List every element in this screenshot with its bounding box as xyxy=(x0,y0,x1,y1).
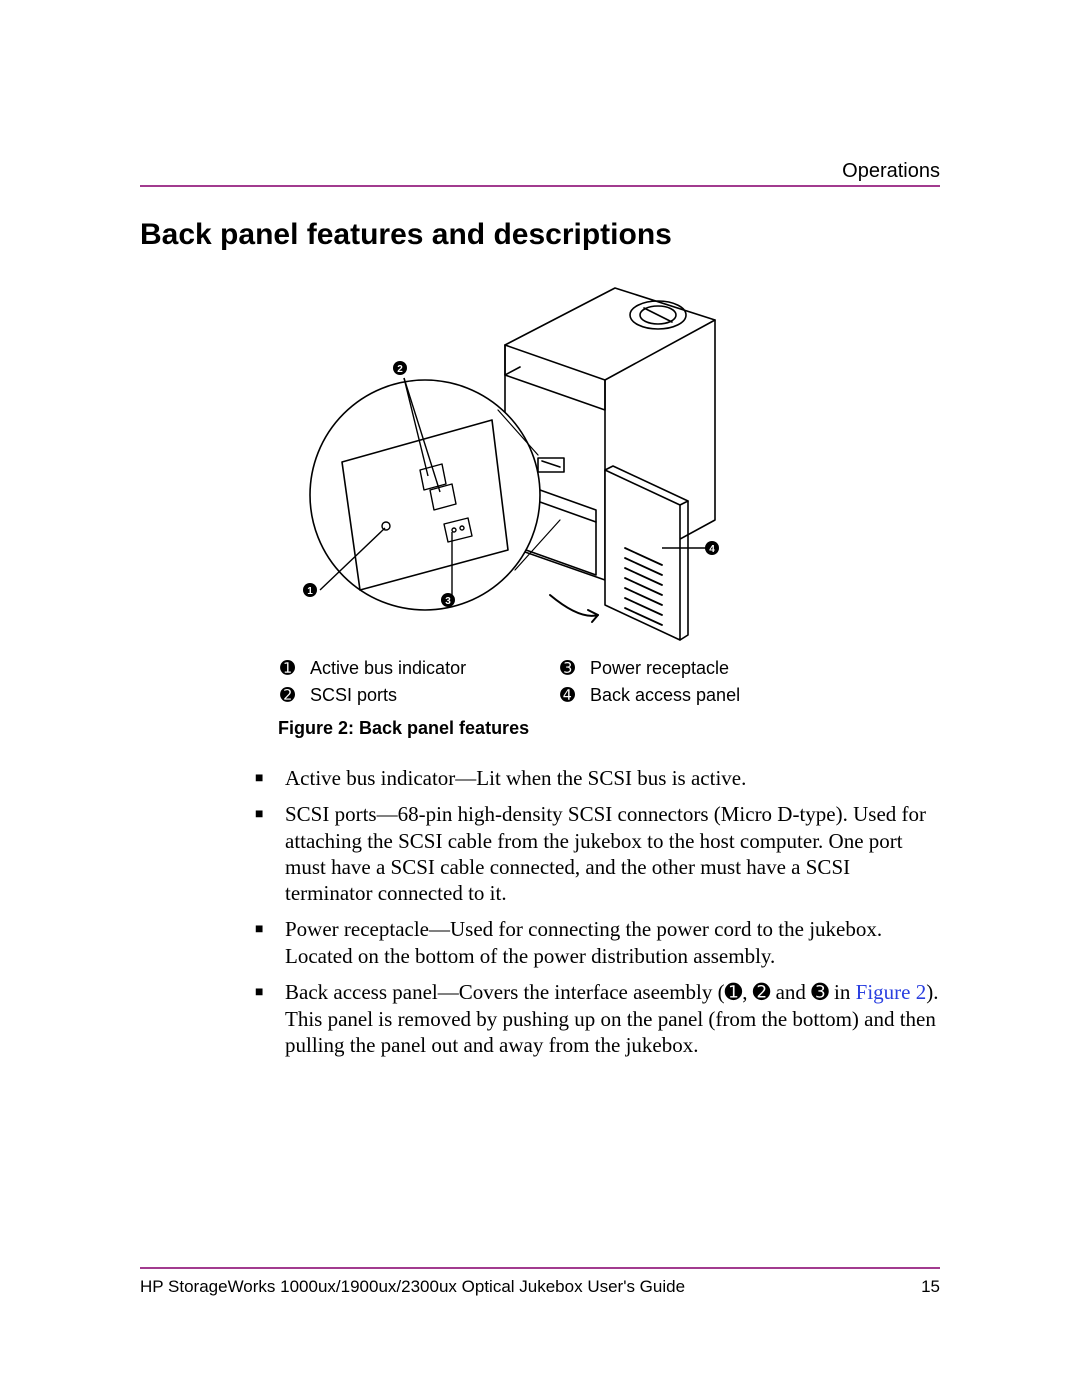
bullet-text-4: Back access panel—Covers the interface a… xyxy=(285,979,940,1059)
svg-text:4: 4 xyxy=(709,544,715,555)
legend-num-3: ➌ xyxy=(560,658,590,679)
figure-caption: Figure 2: Back panel features xyxy=(278,718,529,739)
bullet-text-3: Power receptacle—Used for connecting the… xyxy=(285,916,940,969)
svg-text:2: 2 xyxy=(397,364,403,375)
legend-item-2: ➋ SCSI ports xyxy=(280,685,560,706)
legend-label-2: SCSI ports xyxy=(310,685,397,706)
legend-item-1: ➊ Active bus indicator xyxy=(280,658,560,679)
list-item: ■ Back access panel—Covers the interface… xyxy=(255,979,940,1059)
description-list: ■ Active bus indicator—Lit when the SCSI… xyxy=(255,765,940,1069)
header-rule xyxy=(140,185,940,187)
bullet-text-2: SCSI ports—68-pin high-density SCSI conn… xyxy=(285,801,940,906)
header-section-label: Operations xyxy=(842,160,940,183)
list-item: ■ Power receptacle—Used for connecting t… xyxy=(255,916,940,969)
figure-legend: ➊ Active bus indicator ➌ Power receptacl… xyxy=(280,658,840,712)
bullet-4-mid: in xyxy=(829,980,856,1004)
footer-doc-title: HP StorageWorks 1000ux/1900ux/2300ux Opt… xyxy=(140,1277,685,1297)
bullet-square-icon: ■ xyxy=(255,801,285,906)
legend-num-2: ➋ xyxy=(280,685,310,706)
legend-item-4: ➍ Back access panel xyxy=(560,685,840,706)
legend-item-3: ➌ Power receptacle xyxy=(560,658,840,679)
legend-num-4: ➍ xyxy=(560,685,590,706)
svg-text:1: 1 xyxy=(307,586,313,597)
bullet-square-icon: ■ xyxy=(255,916,285,969)
legend-num-1: ➊ xyxy=(280,658,310,679)
svg-text:3: 3 xyxy=(445,596,451,607)
figure-back-panel: 1 2 3 4 xyxy=(280,270,840,645)
circ-3-icon: ➌ xyxy=(811,981,829,1004)
figure-ref-link[interactable]: Figure 2 xyxy=(856,980,927,1004)
legend-label-3: Power receptacle xyxy=(590,658,729,679)
list-item: ■ SCSI ports—68-pin high-density SCSI co… xyxy=(255,801,940,906)
legend-label-1: Active bus indicator xyxy=(310,658,466,679)
footer-rule xyxy=(140,1267,940,1269)
footer-page-number: 15 xyxy=(921,1277,940,1297)
bullet-text-1: Active bus indicator—Lit when the SCSI b… xyxy=(285,765,940,791)
page-title: Back panel features and descriptions xyxy=(140,218,672,252)
page-footer: HP StorageWorks 1000ux/1900ux/2300ux Opt… xyxy=(140,1277,940,1297)
circ-1-icon: ➊ xyxy=(725,981,743,1004)
bullet-4-sep1: , xyxy=(742,980,753,1004)
circ-2-icon: ➋ xyxy=(753,981,771,1004)
list-item: ■ Active bus indicator—Lit when the SCSI… xyxy=(255,765,940,791)
bullet-4-prefix: Back access panel—Covers the interface a… xyxy=(285,980,725,1004)
bullet-square-icon: ■ xyxy=(255,979,285,1059)
legend-label-4: Back access panel xyxy=(590,685,740,706)
bullet-4-sep2: and xyxy=(770,980,811,1004)
document-page: Operations Back panel features and descr… xyxy=(0,0,1080,1397)
bullet-square-icon: ■ xyxy=(255,765,285,791)
